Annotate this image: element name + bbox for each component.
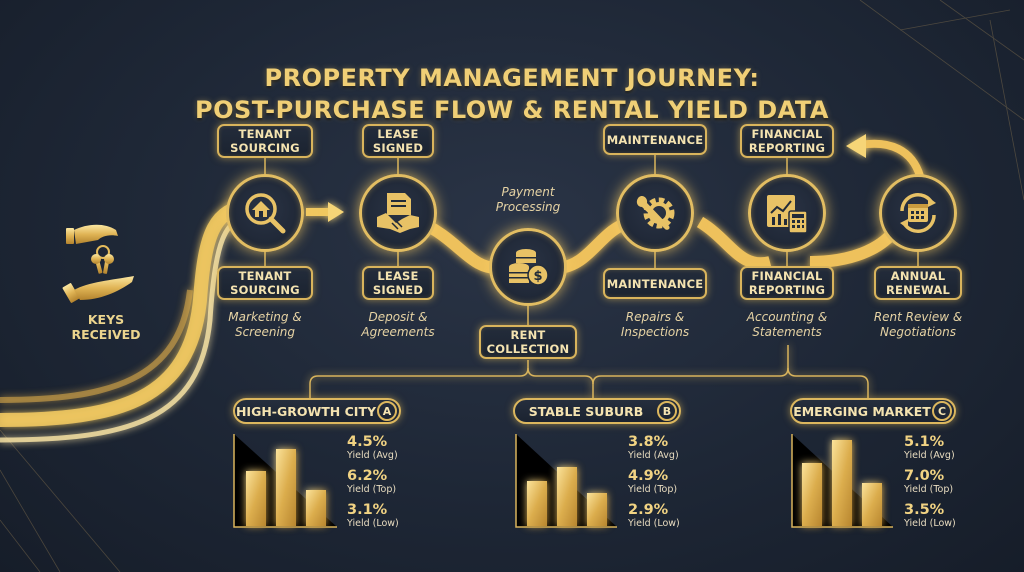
tenant-sourcing-node[interactable] <box>226 174 304 252</box>
maintenance-desc: Repairs & Inspections <box>620 310 690 339</box>
market-c-stat-avg: 5.1% Yield (Avg) <box>904 434 955 461</box>
title-line-2: POST-PURCHASE FLOW & RENTAL YIELD DATA <box>195 96 829 124</box>
market-c-name: EMERGING MARKET <box>793 403 931 419</box>
market-c-stat-top: 7.0% Yield (Top) <box>904 468 954 495</box>
market-c-stat-low: 3.5% Yield (Low) <box>904 502 956 529</box>
tenant-sourcing-top-label: TENANT SOURCING <box>217 124 313 158</box>
market-b-name: STABLE SUBURB <box>528 403 644 419</box>
market-b-stat-avg: 3.8% Yield (Avg) <box>628 434 679 461</box>
market-connectors <box>309 345 869 398</box>
chart-bars <box>246 440 882 526</box>
wrench-gear-icon <box>636 195 675 230</box>
annual-renewal-node[interactable] <box>879 174 957 252</box>
maintenance-bottom-label: MAINTENANCE <box>603 268 707 299</box>
tenant-sourcing-bottom-label: TENANT SOURCING <box>217 266 313 300</box>
svg-text:$: $ <box>533 269 542 284</box>
market-b-stat-top: 4.9% Yield (Top) <box>628 468 678 495</box>
payment-processing-label: Payment Processing <box>495 185 561 214</box>
market-b-pill: STABLE SUBURB B <box>513 398 681 424</box>
lease-signed-node[interactable] <box>359 174 437 252</box>
chart-calculator-icon <box>767 195 808 234</box>
market-a-name: HIGH-GROWTH CITY <box>235 403 377 419</box>
financial-reporting-node[interactable] <box>748 174 826 252</box>
market-a-pill: HIGH-GROWTH CITY A <box>233 398 401 424</box>
lease-signed-bottom-label: LEASE SIGNED <box>362 266 434 300</box>
financial-reporting-top-label: FINANCIAL REPORTING <box>740 124 834 158</box>
financial-reporting-desc: Accounting & Statements <box>746 310 828 339</box>
document-handshake-icon <box>377 193 419 233</box>
coins-dollar-icon: $ <box>509 249 549 286</box>
calendar-cycle-icon <box>900 193 936 233</box>
market-a-badge: A <box>377 401 397 421</box>
rent-collection-label: RENT COLLECTION <box>479 325 577 359</box>
market-a-stat-low: 3.1% Yield (Low) <box>347 502 399 529</box>
market-c-pill: EMERGING MARKET C <box>790 398 956 424</box>
financial-reporting-bottom-label: FINANCIAL REPORTING <box>740 266 834 300</box>
annual-renewal-desc: Rent Review & Negotiations <box>873 310 963 339</box>
hand-keys-icon <box>62 224 134 303</box>
annual-renewal-label: ANNUAL RENEWAL <box>874 266 962 300</box>
market-b-stat-low: 2.9% Yield (Low) <box>628 502 680 529</box>
title-line-1: PROPERTY MANAGEMENT JOURNEY: <box>264 64 760 92</box>
market-a-stat-top: 6.2% Yield (Top) <box>347 468 397 495</box>
maintenance-top-label: MAINTENANCE <box>603 124 707 155</box>
lease-signed-top-label: LEASE SIGNED <box>362 124 434 158</box>
market-c-badge: C <box>932 401 952 421</box>
maintenance-node[interactable] <box>616 174 694 252</box>
tenant-sourcing-desc: Marketing & Screening <box>228 310 302 339</box>
keys-received-label: KEYS RECEIVED <box>71 312 141 342</box>
market-a-stat-avg: 4.5% Yield (Avg) <box>347 434 398 461</box>
lease-signed-desc: Deposit & Agreements <box>361 310 435 339</box>
market-b-badge: B <box>657 401 677 421</box>
rent-collection-node[interactable]: $ <box>489 228 567 306</box>
house-search-icon <box>245 193 286 234</box>
